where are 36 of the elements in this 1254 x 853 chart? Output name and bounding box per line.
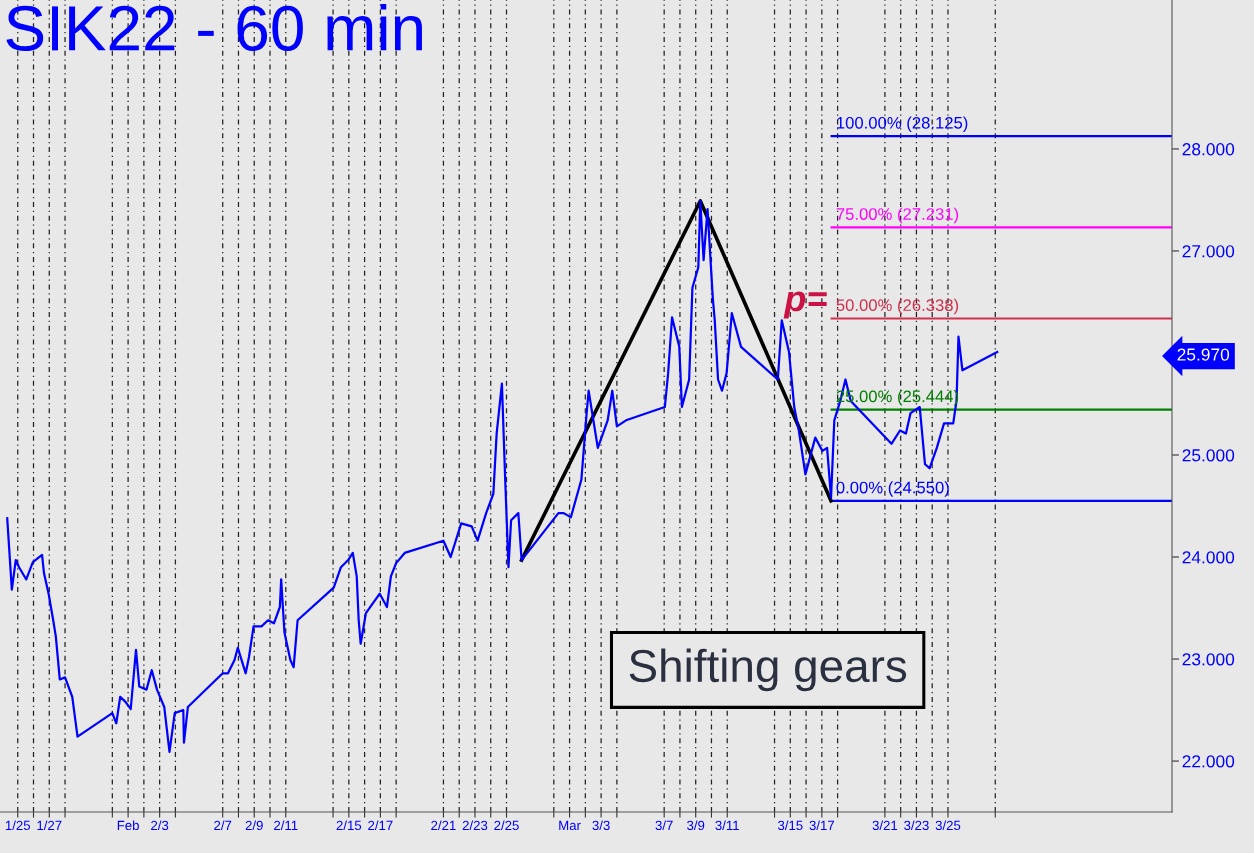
x-tick-label: 3/23 — [904, 820, 929, 831]
x-tick-label: 1/27 — [37, 820, 62, 831]
y-tick-label: 25.000 — [1182, 449, 1235, 462]
y-tick-label: 28.000 — [1182, 143, 1235, 156]
x-tick-label: 3/9 — [687, 820, 705, 831]
x-tick-label: Feb — [117, 820, 139, 831]
series-label: 0.00% (24.550) — [836, 481, 949, 497]
x-tick-label: 2/23 — [462, 820, 488, 831]
x-tick-label: 2/9 — [245, 820, 263, 831]
y-tick-label: 24.000 — [1182, 551, 1235, 564]
y-tick-label: 23.000 — [1182, 653, 1235, 666]
x-tick-label: 1/25 — [5, 820, 31, 831]
x-tick-label: 2/25 — [494, 820, 519, 831]
annotation: Shifting gears — [629, 648, 907, 692]
y-tick-label: 22.000 — [1182, 755, 1235, 768]
x-tick-label: 2/3 — [151, 820, 169, 831]
series-label: 100.00% (28.125) — [837, 116, 968, 133]
x-tick-label: 2/15 — [336, 820, 362, 831]
series-label: 75.00% (27.231) — [836, 207, 959, 224]
x-tick-label: 3/11 — [715, 820, 739, 831]
x-tick-label: 3/3 — [592, 820, 610, 831]
x-tick-label: 3/17 — [809, 820, 835, 831]
x-tick-label: 3/25 — [935, 820, 961, 831]
x-tick-label: 3/7 — [655, 820, 673, 831]
x-tick-label: 2/11 — [274, 820, 298, 831]
chart-title: SIK22 - 60 min — [6, 4, 422, 51]
y-tick-label: 27.000 — [1182, 245, 1235, 258]
x-tick-label: 3/15 — [777, 820, 803, 831]
annotation: p= — [783, 291, 827, 319]
x-tick-label: 2/7 — [214, 820, 232, 831]
x-tick-label: 3/21 — [872, 820, 898, 831]
text: 25.970 — [1177, 348, 1230, 361]
x-tick-label: 2/21 — [431, 820, 456, 831]
x-tick-label: 2/17 — [368, 820, 393, 831]
x-tick-label: Mar — [559, 820, 581, 831]
series-label: 50.00% (26.338) — [836, 298, 959, 315]
